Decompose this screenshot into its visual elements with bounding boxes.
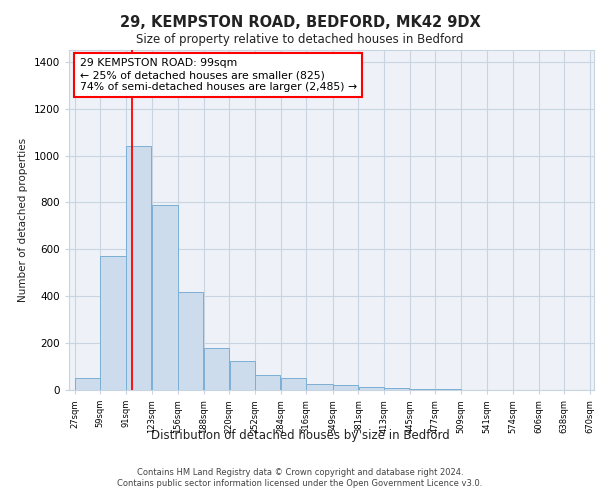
Bar [230,360,255,390]
Text: Size of property relative to detached houses in Bedford: Size of property relative to detached ho… [136,32,464,46]
Bar [307,384,332,390]
Bar [384,388,409,390]
Bar [281,378,306,390]
Bar [333,386,358,390]
Bar [126,146,151,390]
Y-axis label: Number of detached properties: Number of detached properties [18,138,28,302]
Bar [359,387,384,390]
Bar [152,205,178,390]
Text: 29, KEMPSTON ROAD, BEDFORD, MK42 9DX: 29, KEMPSTON ROAD, BEDFORD, MK42 9DX [119,15,481,30]
Bar [410,389,435,390]
Text: 29 KEMPSTON ROAD: 99sqm
← 25% of detached houses are smaller (825)
74% of semi-d: 29 KEMPSTON ROAD: 99sqm ← 25% of detache… [79,58,356,92]
Text: Contains HM Land Registry data © Crown copyright and database right 2024.
Contai: Contains HM Land Registry data © Crown c… [118,468,482,487]
Text: Distribution of detached houses by size in Bedford: Distribution of detached houses by size … [151,430,449,442]
Bar [255,375,280,390]
Bar [204,348,229,390]
Bar [178,292,203,390]
Bar [75,378,100,390]
Bar [100,256,126,390]
